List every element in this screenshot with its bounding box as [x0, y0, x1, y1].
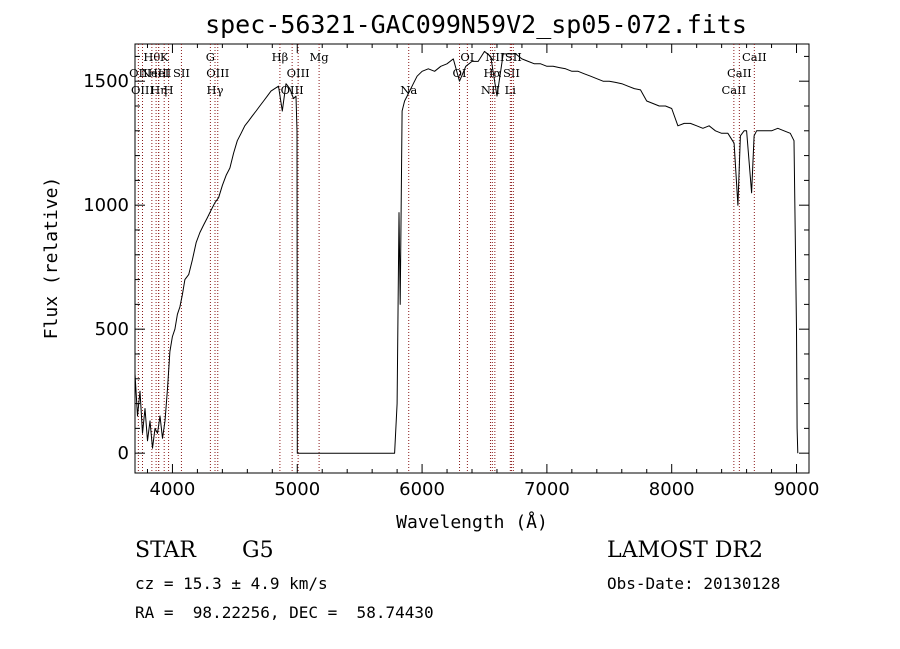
- line-marker-label: Hθ: [143, 50, 160, 64]
- spectral-subclass: G5: [242, 538, 274, 563]
- x-tick-label: 7000: [524, 479, 570, 500]
- line-marker-label: K: [160, 50, 169, 64]
- line-marker-label: Hη: [150, 83, 167, 97]
- x-tick-label: 4000: [150, 479, 196, 500]
- x-tick-label: 9000: [774, 479, 820, 500]
- spectrum-line: [134, 50, 799, 454]
- line-marker-label: CaII: [727, 66, 752, 80]
- line-marker-label: OI: [453, 66, 467, 80]
- line-marker-label: OIII: [131, 83, 154, 97]
- y-tick-label: 1000: [83, 195, 129, 216]
- line-marker-label: OI: [460, 50, 474, 64]
- line-marker-label: H: [164, 83, 174, 97]
- obs-date: Obs-Date: 20130128: [607, 574, 781, 593]
- redshift-readout: cz = 15.3 ± 4.9 km/s: [135, 574, 328, 593]
- x-axis-label: Wavelength (Å): [396, 511, 548, 533]
- plot-frame: [134, 43, 810, 474]
- spectrum-series: [134, 50, 799, 454]
- y-tick-label: 1500: [83, 71, 129, 92]
- survey-name: LAMOST DR2: [607, 538, 763, 563]
- axis-ticks: 4000 5000 6000 7000 8000 9000 0 500 1000 1500: [83, 44, 819, 500]
- line-marker-label: SII: [173, 66, 190, 80]
- line-marker-label: OIII: [287, 66, 310, 80]
- x-tick-label: 5000: [274, 479, 320, 500]
- x-tick-label: 6000: [399, 479, 445, 500]
- line-marker-label: CaII: [721, 83, 746, 97]
- line-marker-label: OIII: [206, 66, 229, 80]
- line-marker-label: Li: [505, 83, 517, 97]
- x-tick-label: 8000: [649, 479, 695, 500]
- y-axis-label: Flux (relative): [41, 177, 62, 340]
- line-marker-label: HeI: [148, 66, 169, 80]
- y-tick-label: 500: [95, 319, 129, 340]
- line-marker-label: Hβ: [272, 50, 289, 64]
- coordinates: RA = 98.22256, DEC = 58.74430: [135, 603, 434, 622]
- line-marker-label: Na: [400, 83, 417, 97]
- line-marker-label: Mg: [310, 50, 330, 64]
- line-marker-label: NII: [485, 50, 504, 64]
- line-marker-label: OII: [129, 66, 148, 80]
- line-marker-label: Hγ: [207, 83, 224, 97]
- y-tick-label: 0: [118, 443, 129, 464]
- line-marker-label: Hα: [483, 66, 501, 80]
- line-marker-label: G: [206, 50, 215, 64]
- object-class: STAR: [135, 538, 196, 563]
- line-marker-label: NeIII: [141, 66, 172, 80]
- line-marker-label: CaII: [742, 50, 767, 64]
- line-markers: HθOIINeIIIKHSIIOIIIHeIHηGHγOIIIHβOIIIOII…: [129, 44, 767, 473]
- line-marker-label: SII: [503, 66, 520, 80]
- chart-title: spec-56321-GAC099N59V2_sp05-072.fits: [205, 10, 747, 39]
